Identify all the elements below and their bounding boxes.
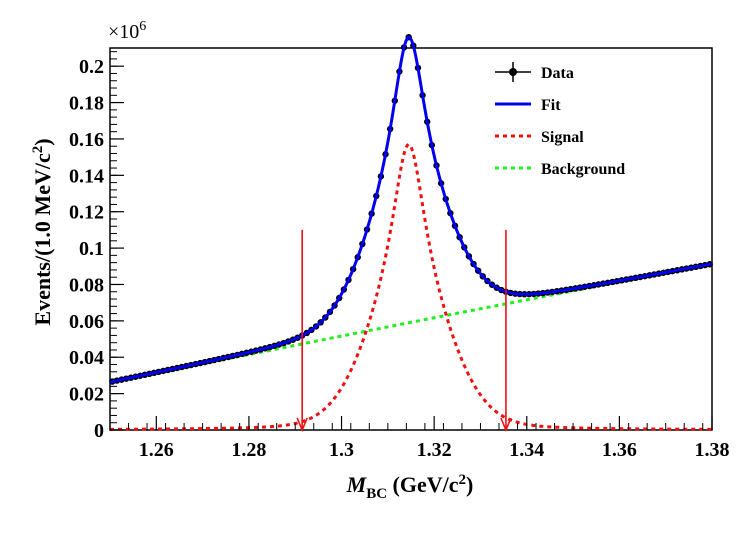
y-tick-label: 0.1: [79, 238, 104, 260]
y-multiplier-exp: 6: [139, 19, 146, 34]
legend-item-data: Data: [495, 62, 574, 82]
legend-label: Fit: [541, 97, 561, 114]
legend: Data Fit Signal Background: [495, 62, 625, 178]
x-tick-label: 1.3: [329, 439, 354, 461]
legend-item-fit: Fit: [495, 97, 561, 114]
x-axis-title-sup: 2: [459, 472, 467, 488]
y-axis-title-sup: 2: [30, 146, 46, 154]
y-tick-label: 0.12: [69, 202, 104, 224]
tick-labels: 1.26 1.28 1.3 1.32 1.34 1.36 1.38 0 0.02 0.04 0.06…: [69, 56, 730, 461]
series-fit: [109, 35, 712, 384]
cut-arrow-1: [296, 229, 308, 433]
y-tick-label: 0.18: [69, 93, 104, 115]
cut-arrow-2: [500, 229, 512, 433]
y-tick-label: 0.14: [69, 165, 104, 187]
x-axis-title-main: M: [346, 472, 368, 497]
x-axis-title-close: ): [466, 472, 473, 497]
plot-frame: [109, 47, 713, 431]
x-axis-title-rest: (GeV/c: [387, 472, 459, 497]
y-tick-label: 0.04: [69, 347, 104, 369]
legend-label: Data: [541, 65, 574, 82]
x-tick-label: 1.32: [417, 439, 452, 461]
y-tick-label: 0.02: [69, 384, 104, 406]
x-axis-title: MBC (GeV/c2): [346, 472, 474, 502]
x-tick-label: 1.38: [695, 439, 730, 461]
series-background: [109, 262, 713, 385]
y-axis-title-close: ): [30, 138, 55, 145]
y-axis-title: Events/(1.0 MeV/c2): [30, 138, 55, 325]
y-multiplier-base: ×10: [108, 21, 139, 43]
legend-swatch-marker: [509, 68, 517, 76]
y-axis-title-main: Events/(1.0 MeV/c: [30, 153, 55, 326]
y-tick-label: 0.2: [79, 56, 104, 78]
series-data: [109, 33, 713, 385]
y-tick-label: 0.16: [69, 129, 104, 151]
y-tick-label: 0: [94, 420, 104, 442]
legend-label: Signal: [541, 129, 584, 146]
x-tick-label: 1.34: [509, 439, 544, 461]
y-multiplier: ×106: [108, 19, 146, 43]
legend-label: Background: [541, 161, 625, 178]
x-tick-label: 1.36: [602, 439, 637, 461]
x-tick-label: 1.28: [231, 439, 266, 461]
cut-arrow-head: [500, 417, 512, 433]
legend-item-signal: Signal: [495, 129, 584, 146]
y-tick-label: 0.06: [69, 311, 104, 333]
legend-item-background: Background: [495, 161, 625, 178]
x-tick-label: 1.26: [139, 439, 174, 461]
cut-arrow-head: [296, 417, 308, 433]
y-tick-label: 0.08: [69, 274, 104, 296]
axes: [109, 51, 713, 431]
plot-area: [109, 33, 713, 433]
series-signal: [109, 142, 712, 431]
x-axis-title-sub: BC: [366, 486, 387, 502]
